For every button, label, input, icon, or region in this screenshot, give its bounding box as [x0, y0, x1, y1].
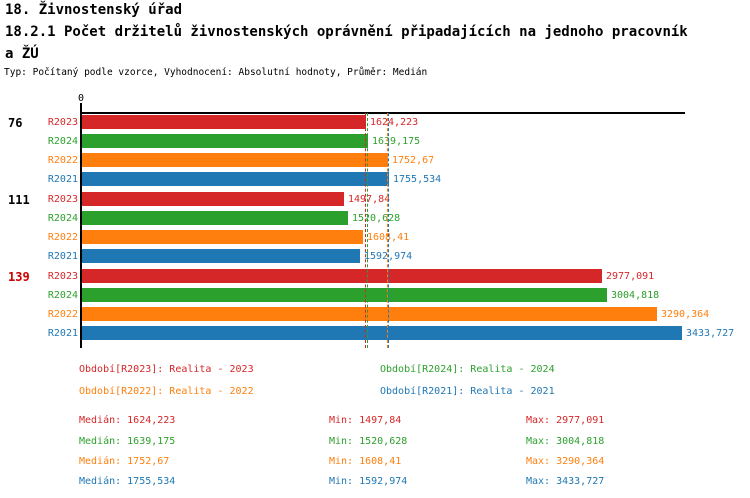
chart-meta-info: Typ: Počítaný podle vzorce, Vyhodnocení:… [4, 67, 428, 78]
page-title-line1: 18. Živnostenský úřad [5, 2, 183, 18]
bar-value-label: 1520,628 [352, 213, 401, 224]
bar-value-label: 2977,091 [606, 271, 655, 282]
median-line [365, 113, 366, 348]
stat-max: Max: 3433,727 [526, 476, 605, 487]
bar-value-label: 3290,364 [661, 309, 710, 320]
stat-min: Min: 1497,84 [329, 415, 402, 426]
series-row-label: R2023 [47, 194, 78, 205]
series-row-label: R2021 [47, 251, 78, 262]
page-title-line3: a ŽÚ [5, 46, 39, 62]
series-row-label: R2021 [47, 174, 78, 185]
y-axis-line [80, 103, 82, 348]
group-label: 111 [8, 193, 30, 207]
bar-value-label: 1639,175 [372, 136, 421, 147]
group-label: 139 [8, 270, 30, 284]
stat-min: Min: 1592,974 [329, 476, 408, 487]
bar [82, 115, 366, 129]
legend-item: Období[R2021]: Realita - 2021 [380, 386, 555, 397]
legend-item: Období[R2022]: Realita - 2022 [79, 386, 254, 397]
x-axis-line [81, 112, 685, 114]
stat-min: Min: 1608,41 [329, 456, 402, 467]
group-label: 76 [8, 116, 23, 130]
stat-max: Max: 2977,091 [526, 415, 605, 426]
bar [82, 288, 607, 302]
stat-max: Max: 3004,818 [526, 436, 605, 447]
legend-item: Období[R2023]: Realita - 2023 [79, 364, 254, 375]
axis-zero-label: 0 [77, 93, 85, 104]
bar [82, 230, 363, 244]
bar [82, 307, 657, 321]
bar [82, 134, 368, 148]
bar-value-label: 1755,534 [393, 174, 442, 185]
series-row-label: R2023 [47, 117, 78, 128]
bar-value-label: 1497,84 [348, 194, 391, 205]
bar [82, 172, 389, 186]
stat-median: Medián: 1755,534 [79, 476, 176, 487]
stat-median: Medián: 1624,223 [79, 415, 176, 426]
series-row-label: R2024 [47, 290, 78, 301]
stat-max: Max: 3290,364 [526, 456, 605, 467]
stat-median: Medián: 1752,67 [79, 456, 170, 467]
bar-value-label: 3004,818 [611, 290, 660, 301]
series-row-label: R2022 [47, 309, 78, 320]
series-row-label: R2024 [47, 213, 78, 224]
median-line [367, 113, 368, 348]
series-row-label: R2022 [47, 232, 78, 243]
series-row-label: R2024 [47, 136, 78, 147]
bar [82, 192, 344, 206]
median-line [387, 113, 388, 348]
bar [82, 211, 348, 225]
bar-value-label: 3433,727 [686, 328, 735, 339]
bar [82, 326, 682, 340]
series-row-label: R2022 [47, 155, 78, 166]
bar [82, 249, 360, 263]
page-title-line2: 18.2.1 Počet držitelů živnostenských opr… [5, 24, 688, 40]
series-row-label: R2021 [47, 328, 78, 339]
legend-item: Období[R2024]: Realita - 2024 [380, 364, 555, 375]
bar-value-label: 1752,67 [392, 155, 435, 166]
bar [82, 153, 388, 167]
bar-value-label: 1624,223 [370, 117, 419, 128]
stat-min: Min: 1520,628 [329, 436, 408, 447]
median-line [388, 113, 389, 348]
series-row-label: R2023 [47, 271, 78, 282]
stat-median: Medián: 1639,175 [79, 436, 176, 447]
bar [82, 269, 602, 283]
